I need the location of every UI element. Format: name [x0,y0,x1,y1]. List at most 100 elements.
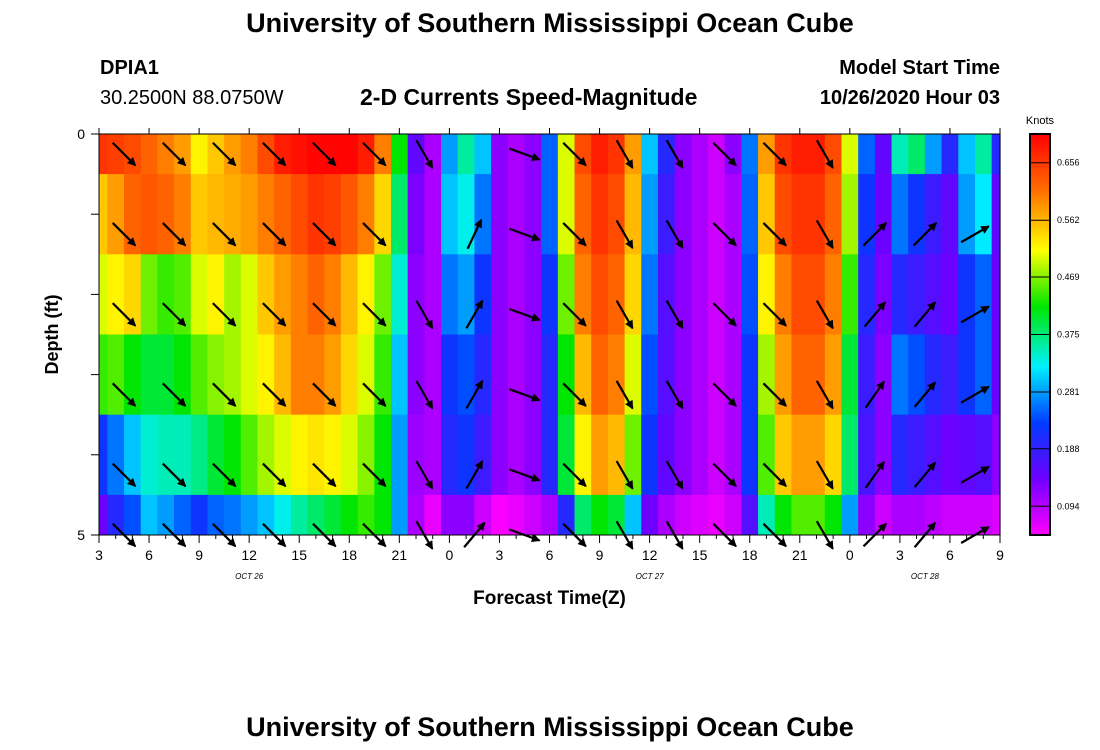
vector-head [777,157,787,167]
heatmap-cell [240,494,259,535]
heatmap-cell [607,494,626,535]
current-vector [665,380,684,410]
vector-head [126,237,137,247]
heatmap-cell [340,174,359,255]
colorbar-tick-label: 0.188 [1057,444,1080,454]
heatmap-cell [441,414,459,496]
heatmap-cell [657,254,676,335]
vector-head [177,477,187,487]
heatmap-cell [357,134,375,175]
heatmap-cell [207,134,225,175]
heatmap-cell [174,414,192,496]
heatmap-cell [424,494,442,535]
heatmap-cell [791,134,809,175]
current-vector [913,461,937,488]
model-start-value: 10/26/2020 Hour 03 [819,87,1000,109]
vector-head [877,522,887,533]
vector-head [327,317,337,327]
vector-head [927,222,938,232]
heatmap-cell [941,494,959,535]
current-vector [665,300,684,330]
heatmap-cell [941,134,959,175]
heatmap-cell [908,334,926,416]
heatmap-cell [224,174,242,255]
heatmap-cell [174,134,192,175]
current-vector [762,141,787,167]
station-coords: 30.2500N 88.0750W [100,87,284,109]
heatmap-cell [574,134,592,175]
heatmap-cell [290,494,309,535]
vector-head [980,466,990,475]
vector-head [577,317,587,327]
x-tick-label: 9 [195,547,203,563]
heatmap-cell [541,414,559,496]
vector-head [927,381,936,391]
heatmap-cell [924,334,943,416]
heatmap-cell [340,334,359,416]
vector-head [126,317,137,327]
heatmap-cell [407,334,425,416]
heatmap-cell [424,174,442,255]
vector-head [227,237,237,247]
heatmap-cell [324,494,342,535]
heatmap-cell [858,254,876,335]
heatmap-cell [99,254,108,335]
heatmap-cell [657,334,676,416]
current-vector [509,307,541,322]
current-vector [465,460,484,490]
current-vector [362,382,387,407]
vector-head [675,399,684,410]
heatmap-cell [974,134,993,175]
current-vector [161,382,187,407]
current-vector [465,299,484,329]
current-vector [415,380,434,410]
vector-head [577,237,587,247]
heatmap-cell [507,334,526,416]
heatmap-cell [274,134,292,175]
heatmap-cell [157,414,175,496]
heatmap-cell [190,494,209,535]
heatmap-cell [457,414,476,496]
vector-head [227,317,237,327]
vector-head [424,540,433,550]
vector-head [177,397,187,407]
vector-head [126,537,137,548]
x-tick-label: 18 [742,547,758,563]
heatmap-cell [824,334,843,416]
heatmap-cell [257,134,275,175]
x-date-label: OCT 26 [235,572,264,581]
heatmap-cell [524,334,542,416]
heatmap-cell [274,494,292,535]
heatmap-cell [524,414,542,496]
current-vector [712,382,737,407]
current-vector [312,141,337,167]
current-vector [562,222,587,247]
heatmap-cell [307,334,325,416]
heatmap-cell [991,134,1001,175]
heatmap-cell [324,174,342,255]
heatmap-cell [791,254,809,335]
heatmap-cell [941,334,959,416]
heatmap-cell [824,254,843,335]
heatmap-cell [99,334,108,416]
heatmap-cell [991,334,1001,416]
heatmap-cell [224,334,242,416]
heatmap-cell [641,134,659,175]
heatmap-cell [958,134,976,175]
vector-head [727,477,737,487]
vector-head [126,157,137,167]
x-tick-label: 21 [392,547,408,563]
heatmap-cell [491,254,509,335]
heatmap-cell [207,334,225,416]
current-vector [862,222,887,247]
heatmap-cell [257,494,275,535]
heatmap-cell [941,174,959,255]
heatmap-cell [107,414,125,496]
heatmap-cell [824,414,843,496]
heatmap-cell [741,414,759,496]
heatmap-cell [958,414,976,496]
heatmap-cell [224,134,242,175]
vector-head [675,159,684,169]
vector-head [777,317,787,327]
